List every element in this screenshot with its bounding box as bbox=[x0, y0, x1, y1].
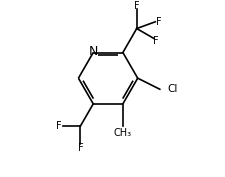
Text: F: F bbox=[156, 17, 161, 27]
Text: F: F bbox=[77, 143, 83, 153]
Text: F: F bbox=[56, 121, 61, 131]
Text: N: N bbox=[88, 45, 97, 58]
Text: F: F bbox=[152, 36, 158, 46]
Text: Cl: Cl bbox=[167, 84, 177, 94]
Text: F: F bbox=[133, 1, 139, 11]
Text: CH₃: CH₃ bbox=[113, 128, 131, 138]
